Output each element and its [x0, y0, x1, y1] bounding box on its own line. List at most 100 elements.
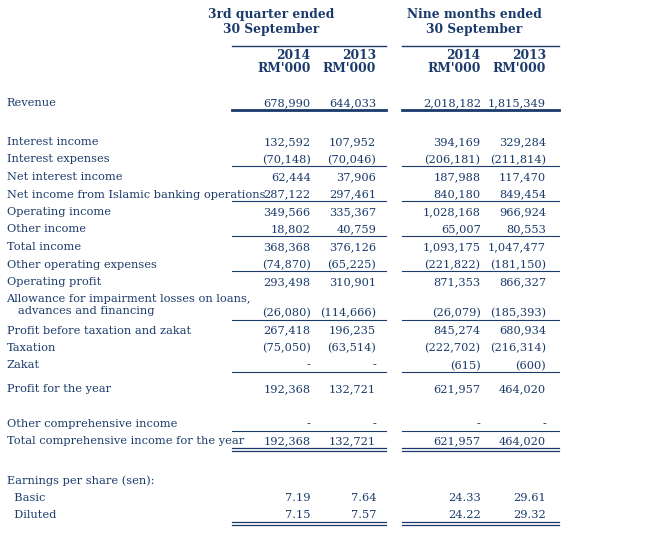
- Text: Other income: Other income: [7, 224, 86, 234]
- Text: 187,988: 187,988: [434, 172, 481, 182]
- Text: 644,033: 644,033: [329, 98, 376, 108]
- Text: 464,020: 464,020: [499, 436, 546, 446]
- Text: (114,666): (114,666): [320, 308, 376, 319]
- Text: 62,444: 62,444: [271, 172, 311, 182]
- Text: 287,122: 287,122: [264, 190, 311, 200]
- Text: -: -: [372, 419, 376, 429]
- Text: 7.64: 7.64: [351, 493, 376, 503]
- Text: 678,990: 678,990: [264, 98, 311, 108]
- Text: 464,020: 464,020: [499, 384, 546, 394]
- Text: 349,566: 349,566: [264, 207, 311, 217]
- Text: Revenue: Revenue: [7, 98, 56, 108]
- Text: Taxation: Taxation: [7, 343, 56, 353]
- Text: Total comprehensive income for the year: Total comprehensive income for the year: [7, 436, 244, 446]
- Text: Basic: Basic: [7, 493, 45, 503]
- Text: -: -: [542, 419, 546, 429]
- Text: 107,952: 107,952: [329, 137, 376, 147]
- Text: Total income: Total income: [7, 242, 80, 252]
- Text: 1,047,477: 1,047,477: [488, 242, 546, 252]
- Text: 2013: 2013: [512, 49, 546, 62]
- Text: Other operating expenses: Other operating expenses: [7, 259, 156, 270]
- Text: (74,870): (74,870): [262, 259, 311, 270]
- Text: 29.61: 29.61: [513, 493, 546, 503]
- Text: 40,759: 40,759: [336, 224, 376, 234]
- Text: 2013: 2013: [342, 49, 376, 62]
- Text: 117,470: 117,470: [499, 172, 546, 182]
- Text: (211,814): (211,814): [490, 155, 546, 165]
- Text: (206,181): (206,181): [424, 155, 481, 165]
- Text: (185,393): (185,393): [490, 308, 546, 319]
- Text: -: -: [307, 360, 311, 371]
- Text: Net income from Islamic banking operations: Net income from Islamic banking operatio…: [7, 190, 265, 200]
- Text: 7.19: 7.19: [285, 493, 311, 503]
- Text: 845,274: 845,274: [434, 325, 481, 335]
- Text: 80,553: 80,553: [506, 224, 546, 234]
- Text: 1,028,168: 1,028,168: [422, 207, 481, 217]
- Text: (181,150): (181,150): [490, 259, 546, 270]
- Text: Profit for the year: Profit for the year: [7, 384, 111, 394]
- Text: RM'000: RM'000: [257, 62, 311, 75]
- Text: 65,007: 65,007: [441, 224, 481, 234]
- Text: (65,225): (65,225): [327, 259, 376, 270]
- Text: 1,093,175: 1,093,175: [422, 242, 481, 252]
- Text: 329,284: 329,284: [499, 137, 546, 147]
- Text: 132,721: 132,721: [329, 384, 376, 394]
- Text: -: -: [307, 419, 311, 429]
- Text: (222,702): (222,702): [424, 343, 481, 353]
- Text: 267,418: 267,418: [264, 325, 311, 335]
- Text: Operating income: Operating income: [7, 207, 111, 217]
- Text: 310,901: 310,901: [329, 277, 376, 287]
- Text: 132,592: 132,592: [264, 137, 311, 147]
- Text: (70,046): (70,046): [327, 155, 376, 165]
- Text: 297,461: 297,461: [329, 190, 376, 200]
- Text: (615): (615): [450, 360, 481, 371]
- Text: 966,924: 966,924: [499, 207, 546, 217]
- Text: Interest expenses: Interest expenses: [7, 155, 109, 165]
- Text: -: -: [477, 419, 481, 429]
- Text: 394,169: 394,169: [434, 137, 481, 147]
- Text: 24.33: 24.33: [448, 493, 481, 503]
- Text: 3rd quarter ended
30 September: 3rd quarter ended 30 September: [208, 8, 335, 36]
- Text: 866,327: 866,327: [499, 277, 546, 287]
- Text: 621,957: 621,957: [434, 384, 481, 394]
- Text: (221,822): (221,822): [424, 259, 481, 270]
- Text: (75,050): (75,050): [262, 343, 311, 353]
- Text: Operating profit: Operating profit: [7, 277, 101, 287]
- Text: 335,367: 335,367: [329, 207, 376, 217]
- Text: RM'000: RM'000: [322, 62, 376, 75]
- Text: 849,454: 849,454: [499, 190, 546, 200]
- Text: RM'000: RM'000: [427, 62, 481, 75]
- Text: (600): (600): [515, 360, 546, 371]
- Text: (26,079): (26,079): [432, 308, 481, 319]
- Text: 18,802: 18,802: [271, 224, 311, 234]
- Text: 132,721: 132,721: [329, 436, 376, 446]
- Text: 7.15: 7.15: [285, 511, 311, 521]
- Text: Profit before taxation and zakat: Profit before taxation and zakat: [7, 325, 191, 335]
- Text: 2,018,182: 2,018,182: [422, 98, 481, 108]
- Text: 192,368: 192,368: [264, 436, 311, 446]
- Text: 2014: 2014: [277, 49, 311, 62]
- Text: RM'000: RM'000: [492, 62, 546, 75]
- Text: Nine months ended
30 September: Nine months ended 30 September: [407, 8, 542, 36]
- Text: 840,180: 840,180: [434, 190, 481, 200]
- Text: 196,235: 196,235: [329, 325, 376, 335]
- Text: Allowance for impairment losses on loans,
   advances and financing: Allowance for impairment losses on loans…: [7, 295, 251, 316]
- Text: 293,498: 293,498: [264, 277, 311, 287]
- Text: Other comprehensive income: Other comprehensive income: [7, 419, 177, 429]
- Text: (63,514): (63,514): [327, 343, 376, 353]
- Text: 376,126: 376,126: [329, 242, 376, 252]
- Text: 871,353: 871,353: [434, 277, 481, 287]
- Text: 2014: 2014: [447, 49, 481, 62]
- Text: 7.57: 7.57: [351, 511, 376, 521]
- Text: 680,934: 680,934: [499, 325, 546, 335]
- Text: Interest income: Interest income: [7, 137, 98, 147]
- Text: Zakat: Zakat: [7, 360, 40, 371]
- Text: (216,314): (216,314): [490, 343, 546, 353]
- Text: 368,368: 368,368: [264, 242, 311, 252]
- Text: 1,815,349: 1,815,349: [488, 98, 546, 108]
- Text: (70,148): (70,148): [262, 155, 311, 165]
- Text: 37,906: 37,906: [336, 172, 376, 182]
- Text: 29.32: 29.32: [513, 511, 546, 521]
- Text: Net interest income: Net interest income: [7, 172, 122, 182]
- Text: 621,957: 621,957: [434, 436, 481, 446]
